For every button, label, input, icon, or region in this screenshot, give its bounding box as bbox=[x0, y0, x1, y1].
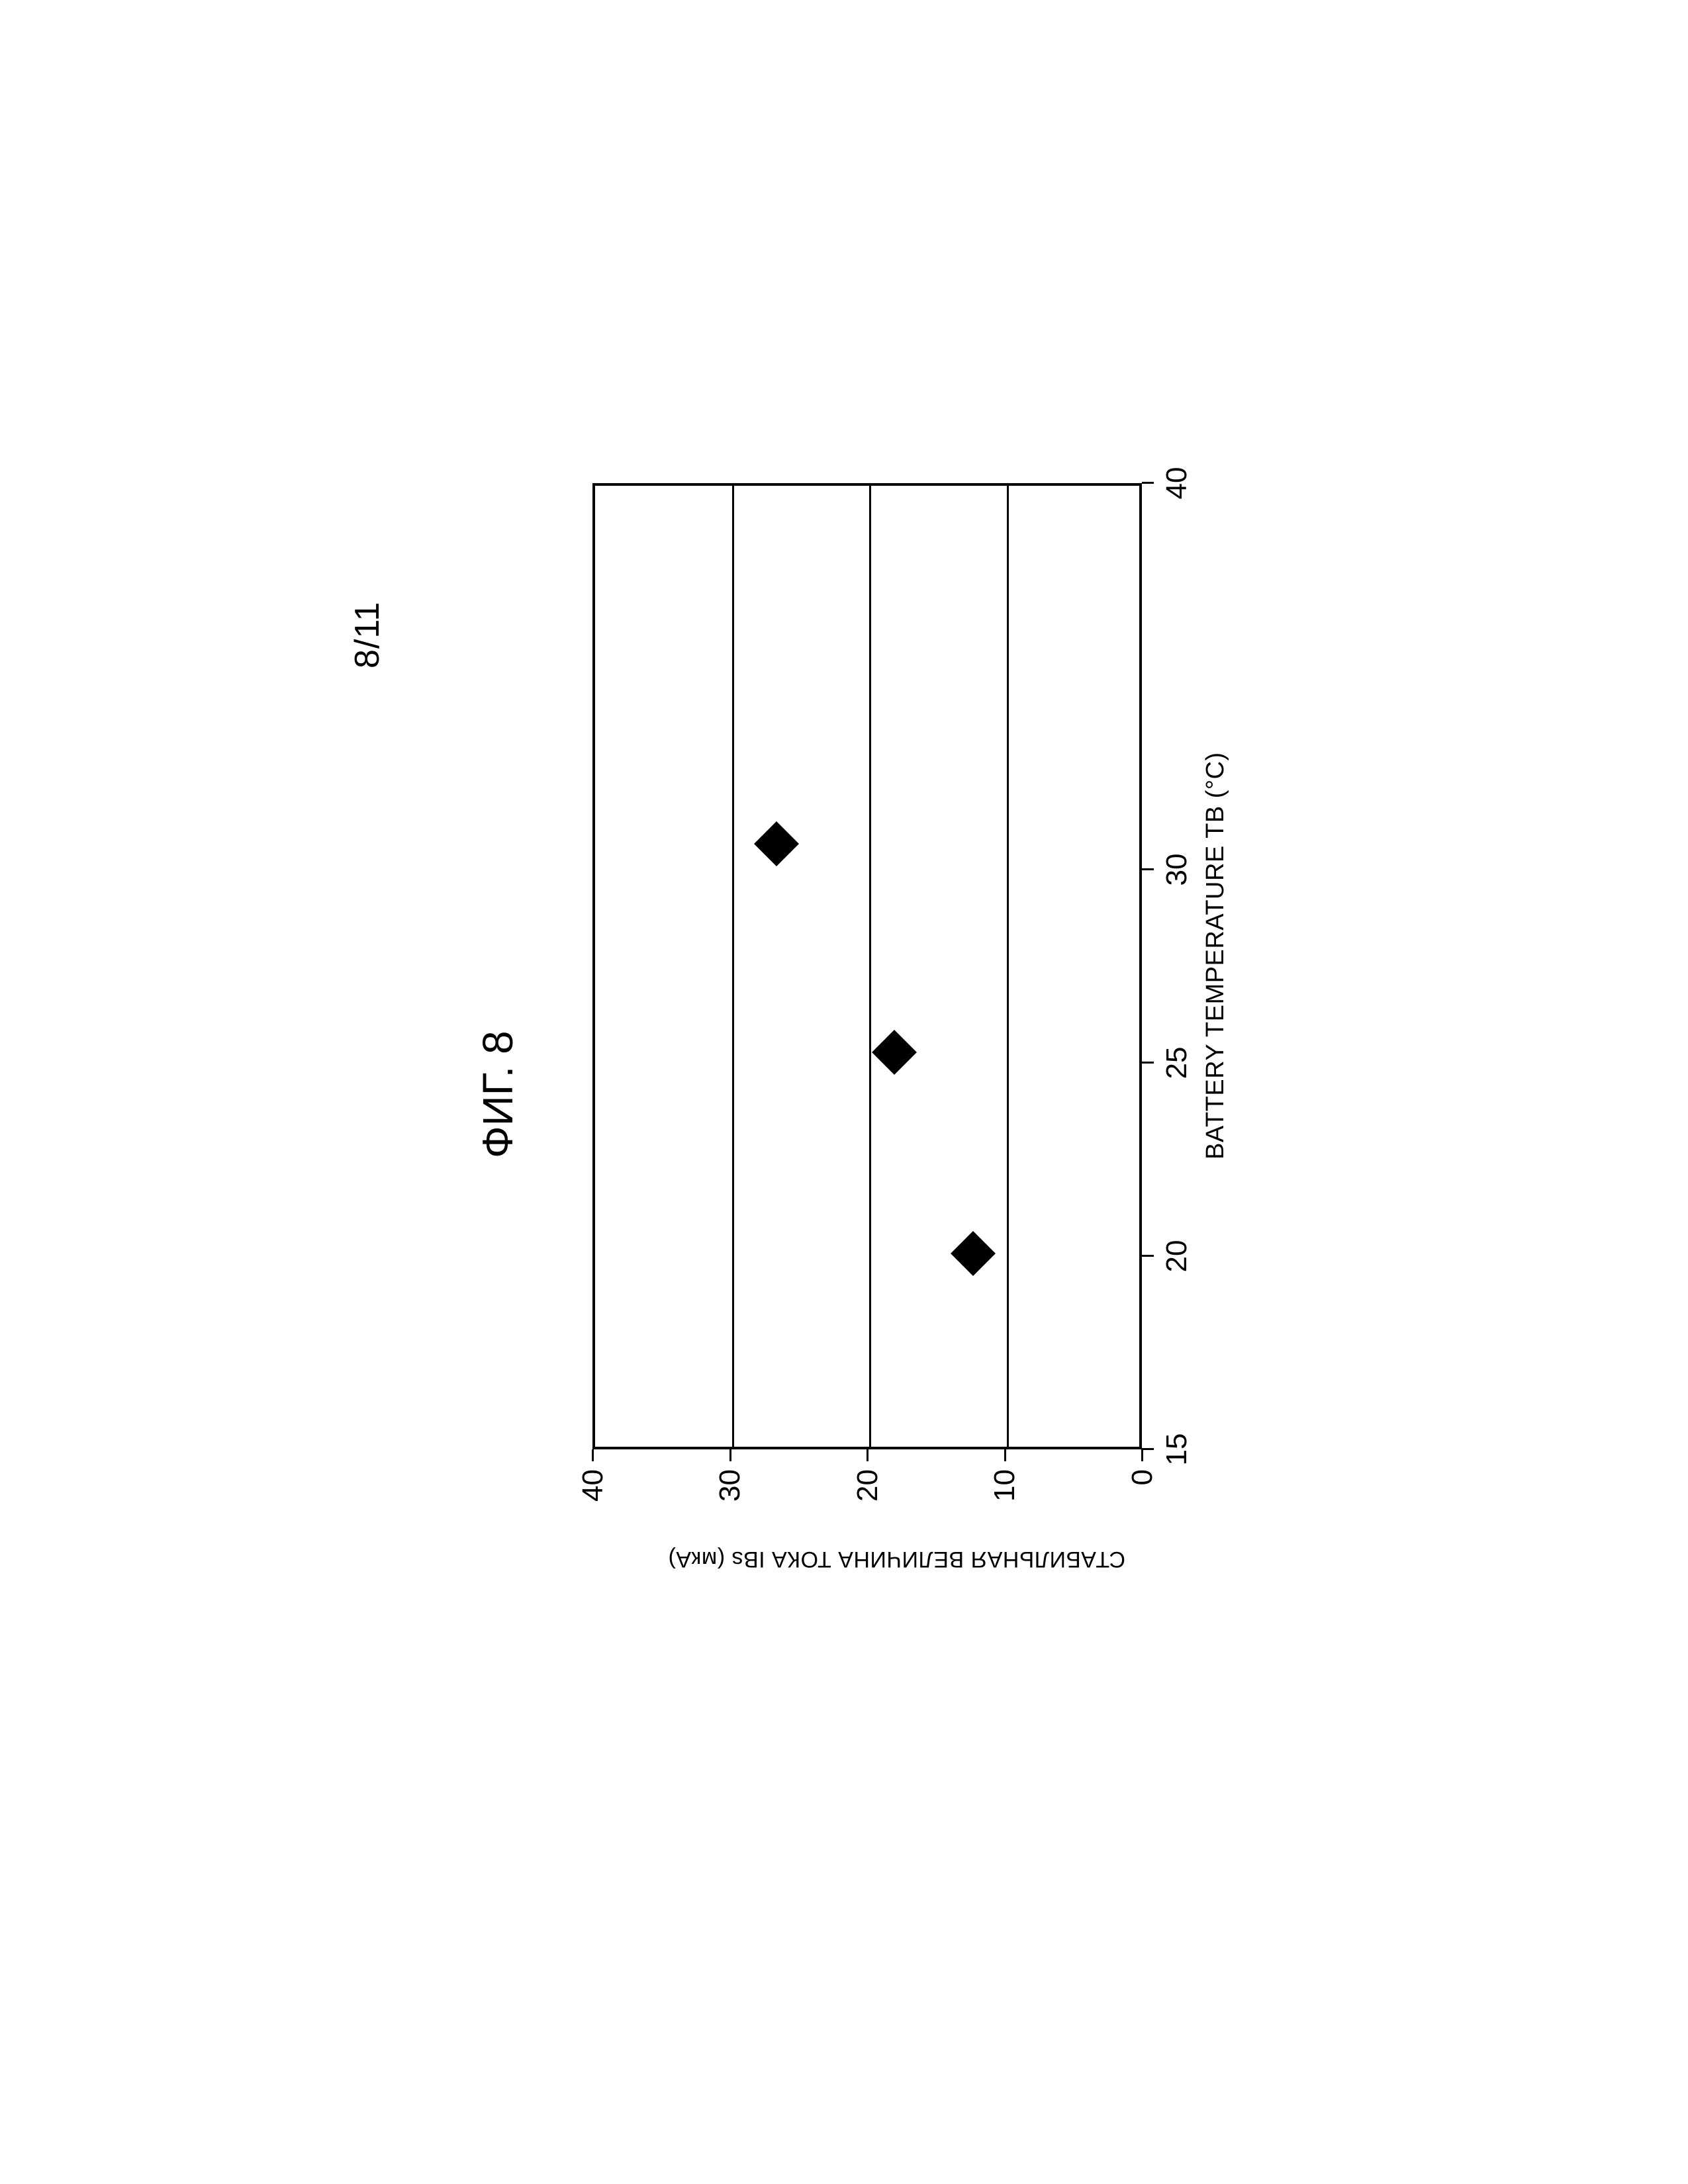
ytick-label: 40 bbox=[577, 1469, 610, 1542]
ytick-label: 10 bbox=[988, 1469, 1021, 1542]
ytick-label: 20 bbox=[851, 1469, 884, 1542]
xtick-label: 20 bbox=[1160, 1223, 1194, 1289]
ytick bbox=[867, 1449, 868, 1461]
landscape-canvas: 8/11 ФИГ. 8 СТАБИЛЬНАЯ ВЕЛИЧИНА ТОКА IBs… bbox=[182, 232, 1506, 1952]
figure-title: ФИГ. 8 bbox=[473, 1030, 522, 1158]
ytick bbox=[1004, 1449, 1006, 1461]
data-point bbox=[872, 1030, 917, 1075]
xtick bbox=[1142, 482, 1154, 484]
plot-area bbox=[592, 483, 1142, 1449]
data-point bbox=[754, 821, 799, 866]
xtick-label: 40 bbox=[1160, 450, 1194, 516]
xtick-label: 15 bbox=[1160, 1416, 1194, 1482]
xtick bbox=[1142, 1448, 1154, 1450]
gridline-y bbox=[869, 486, 871, 1447]
xtick-label: 25 bbox=[1160, 1030, 1194, 1096]
ytick bbox=[592, 1449, 594, 1461]
ytick bbox=[1141, 1449, 1143, 1461]
ytick-label: 0 bbox=[1126, 1469, 1159, 1542]
xtick bbox=[1142, 1062, 1154, 1064]
gridline-y bbox=[732, 486, 734, 1447]
xtick-label: 30 bbox=[1160, 837, 1194, 903]
y-axis-label: СТАБИЛЬНАЯ ВЕЛИЧИНА ТОКА IBs (мкА) bbox=[668, 1546, 1125, 1572]
x-axis-label: BATTERY TEMPERATURE TB (°C) bbox=[1201, 752, 1230, 1160]
ytick bbox=[729, 1449, 731, 1461]
data-point bbox=[951, 1231, 996, 1276]
ytick-label: 30 bbox=[714, 1469, 747, 1542]
gridline-y bbox=[1007, 486, 1009, 1447]
page: 8/11 ФИГ. 8 СТАБИЛЬНАЯ ВЕЛИЧИНА ТОКА IBs… bbox=[0, 0, 1688, 2184]
xtick bbox=[1142, 1255, 1154, 1257]
page-number: 8/11 bbox=[348, 602, 387, 668]
xtick bbox=[1142, 868, 1154, 870]
plot-container: СТАБИЛЬНАЯ ВЕЛИЧИНА ТОКА IBs (мкА) BATTE… bbox=[592, 483, 1142, 1449]
